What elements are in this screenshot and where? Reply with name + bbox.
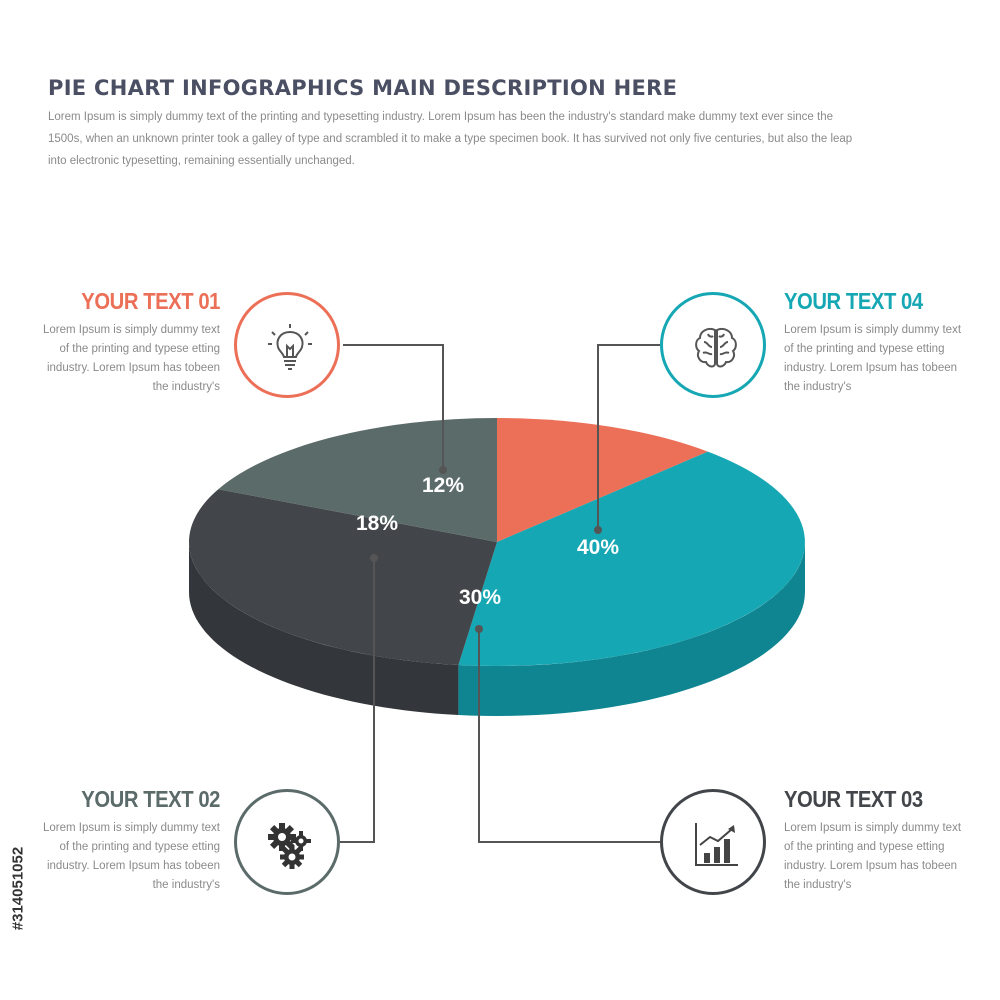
connector-03: [478, 629, 660, 843]
lightbulb-icon: [268, 324, 312, 370]
connector-01: [343, 344, 444, 470]
growth-chart-icon: [695, 823, 738, 866]
item-04-title: YOUR TEXT 04: [784, 288, 923, 314]
pie-slice-label-3: 30%: [459, 586, 501, 609]
item-03-icon-circle: [660, 789, 766, 895]
pie-slice-1: [497, 418, 708, 542]
pie-slice-3: [189, 489, 497, 665]
item-04-icon-circle: [660, 292, 766, 398]
pie-slice-4: [218, 417, 498, 542]
item-01: YOUR TEXT 01 Lorem Ipsum is simply dummy…: [40, 288, 220, 397]
pie-tops: [189, 417, 805, 666]
item-02: YOUR TEXT 02 Lorem Ipsum is simply dummy…: [40, 786, 220, 895]
connector-dot-04: [594, 526, 602, 534]
pie-side-3: [189, 542, 459, 715]
stock-id-text: #314051052: [9, 846, 27, 931]
pie-slice-label-4: 18%: [356, 512, 398, 535]
item-04: YOUR TEXT 04 Lorem Ipsum is simply dummy…: [784, 288, 964, 397]
connector-dot-03: [475, 625, 483, 633]
item-02-title: YOUR TEXT 02: [81, 786, 220, 812]
connector-04: [597, 344, 660, 530]
pie-slice-label-1: 12%: [422, 474, 464, 497]
pie-side-2: [458, 542, 805, 716]
stock-id-watermark: #314051052: [4, 760, 28, 1000]
header: PIE CHART INFOGRAPHICS MAIN DESCRIPTION …: [48, 76, 868, 172]
item-03: YOUR TEXT 03 Lorem Ipsum is simply dummy…: [784, 786, 964, 895]
pie-sides: [189, 542, 805, 716]
item-01-icon-circle: [234, 292, 340, 398]
item-01-title: YOUR TEXT 01: [81, 288, 220, 314]
percent-labels: 12% 40% 30% 18%: [356, 474, 619, 609]
brain-icon: [695, 328, 737, 368]
item-01-body: Lorem Ipsum is simply dummy text of the …: [42, 324, 220, 393]
item-03-body: Lorem Ipsum is simply dummy text of the …: [784, 822, 962, 891]
connector-dot-01: [439, 466, 447, 474]
item-02-body: Lorem Ipsum is simply dummy text of the …: [42, 822, 220, 891]
connectors: [340, 344, 660, 843]
connector-dot-02: [370, 554, 378, 562]
connector-dots: [370, 466, 602, 633]
pie-slice-label-2: 40%: [577, 536, 619, 559]
pie-slice-2: [458, 451, 805, 666]
gears-icon: [268, 823, 311, 869]
item-04-body: Lorem Ipsum is simply dummy text of the …: [784, 324, 962, 393]
item-03-title: YOUR TEXT 03: [784, 786, 923, 812]
page-description: Lorem Ipsum is simply dummy text of the …: [48, 111, 853, 167]
connector-02: [340, 558, 375, 843]
item-02-icon-circle: [234, 789, 340, 895]
page-title: PIE CHART INFOGRAPHICS MAIN DESCRIPTION …: [48, 76, 678, 100]
